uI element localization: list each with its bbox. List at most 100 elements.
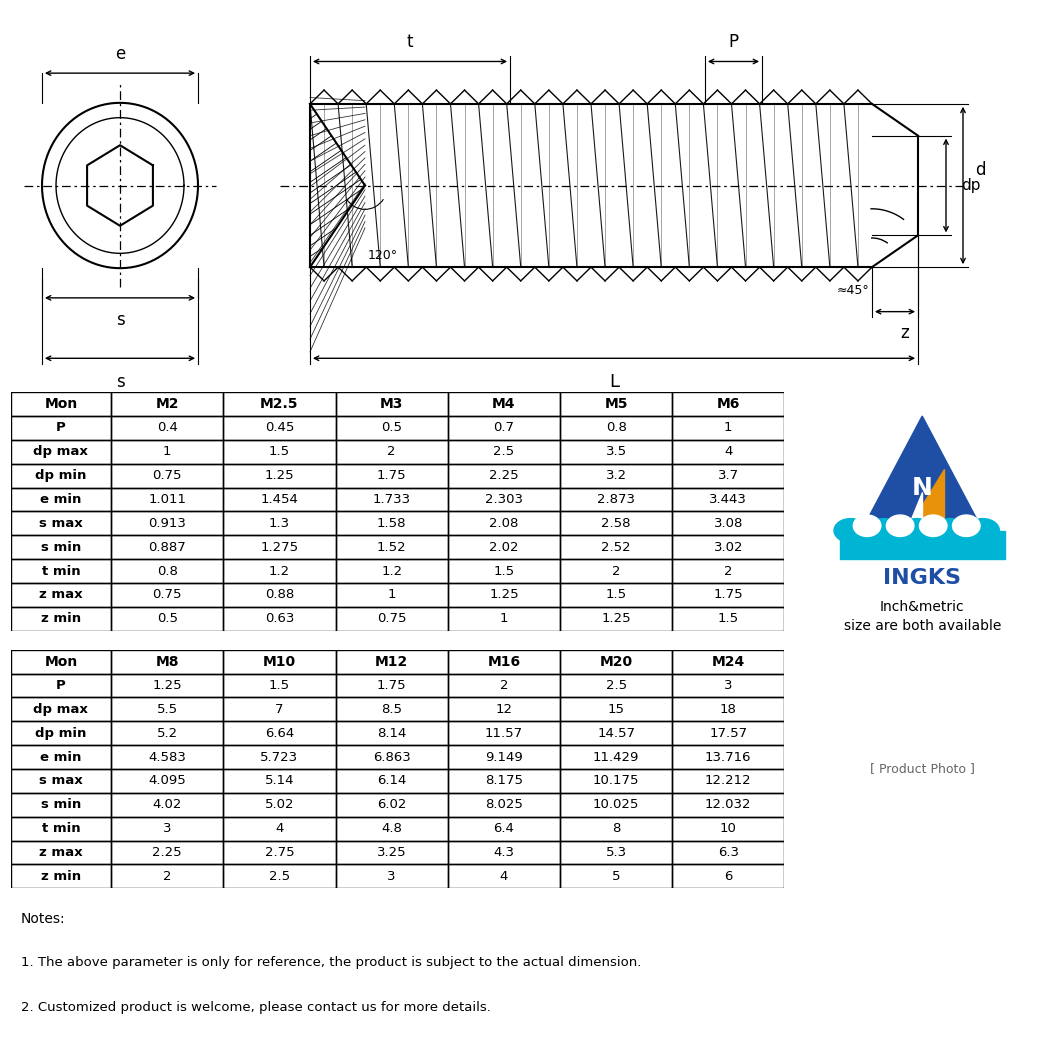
- Bar: [560, 721, 672, 745]
- Bar: [672, 793, 784, 816]
- Text: 1.75: 1.75: [713, 588, 743, 601]
- Bar: [447, 793, 560, 816]
- Bar: [11, 583, 111, 606]
- Text: 9.149: 9.149: [485, 750, 523, 763]
- Text: 12.032: 12.032: [705, 798, 752, 811]
- Ellipse shape: [953, 515, 981, 536]
- Ellipse shape: [933, 518, 967, 543]
- Bar: [336, 583, 447, 606]
- Bar: [560, 770, 672, 793]
- Polygon shape: [862, 417, 983, 530]
- Bar: [11, 721, 111, 745]
- Bar: [111, 583, 224, 606]
- Bar: [224, 606, 336, 631]
- Text: 4.02: 4.02: [153, 798, 182, 811]
- Text: 11.429: 11.429: [593, 750, 639, 763]
- Bar: [336, 488, 447, 512]
- Text: dp max: dp max: [34, 703, 88, 716]
- Bar: [336, 440, 447, 464]
- Bar: [672, 816, 784, 841]
- Text: 8.175: 8.175: [484, 775, 523, 788]
- Bar: [224, 674, 336, 697]
- Text: 3.5: 3.5: [605, 445, 626, 458]
- Bar: [447, 841, 560, 865]
- Bar: [560, 650, 672, 674]
- Bar: [111, 560, 224, 583]
- Bar: [447, 560, 560, 583]
- Text: 4: 4: [499, 870, 508, 883]
- Bar: [672, 535, 784, 560]
- Bar: [111, 674, 224, 697]
- Text: t: t: [407, 33, 413, 51]
- Text: 1.58: 1.58: [377, 517, 406, 530]
- Bar: [560, 464, 672, 488]
- Text: 2: 2: [724, 565, 732, 578]
- Text: dp min: dp min: [35, 470, 87, 482]
- Bar: [672, 650, 784, 674]
- Text: 1: 1: [388, 588, 396, 601]
- Text: 14.57: 14.57: [597, 727, 635, 740]
- Bar: [336, 417, 447, 440]
- Bar: [336, 606, 447, 631]
- Bar: [672, 841, 784, 865]
- Bar: [224, 816, 336, 841]
- Polygon shape: [840, 530, 1005, 560]
- Text: 1.5: 1.5: [269, 679, 290, 692]
- Text: 1.75: 1.75: [377, 679, 406, 692]
- Bar: [447, 674, 560, 697]
- Text: 5.723: 5.723: [261, 750, 299, 763]
- Bar: [111, 865, 224, 888]
- Text: M20: M20: [600, 655, 633, 669]
- Text: dp max: dp max: [34, 445, 88, 458]
- Text: 8.025: 8.025: [485, 798, 523, 811]
- Bar: [111, 440, 224, 464]
- Text: 3.2: 3.2: [605, 470, 626, 482]
- Text: N: N: [912, 476, 933, 499]
- Text: s: s: [116, 311, 124, 329]
- Text: M10: M10: [263, 655, 296, 669]
- Bar: [336, 464, 447, 488]
- Text: 2.25: 2.25: [153, 846, 182, 859]
- Ellipse shape: [853, 515, 881, 536]
- Bar: [224, 512, 336, 535]
- Text: 8: 8: [612, 823, 620, 835]
- Bar: [336, 392, 447, 417]
- Text: 2.08: 2.08: [490, 517, 518, 530]
- Bar: [560, 697, 672, 721]
- Text: 6: 6: [724, 870, 732, 883]
- Bar: [111, 793, 224, 816]
- Text: 1: 1: [163, 445, 172, 458]
- Text: e min: e min: [40, 750, 82, 763]
- Bar: [224, 560, 336, 583]
- Text: 1.5: 1.5: [718, 613, 739, 625]
- Bar: [11, 674, 111, 697]
- Bar: [111, 512, 224, 535]
- Text: d: d: [975, 161, 986, 178]
- Text: e: e: [114, 45, 125, 63]
- Bar: [224, 464, 336, 488]
- Ellipse shape: [919, 515, 947, 536]
- Text: size are both available: size are both available: [844, 619, 1001, 633]
- Text: M8: M8: [156, 655, 179, 669]
- Bar: [224, 697, 336, 721]
- Bar: [447, 745, 560, 770]
- Bar: [672, 606, 784, 631]
- Text: 0.4: 0.4: [157, 422, 178, 435]
- Bar: [224, 488, 336, 512]
- Bar: [224, 793, 336, 816]
- Bar: [11, 841, 111, 865]
- Ellipse shape: [834, 518, 867, 543]
- Bar: [672, 464, 784, 488]
- Bar: [336, 560, 447, 583]
- Bar: [111, 392, 224, 417]
- Text: 0.913: 0.913: [148, 517, 187, 530]
- Bar: [672, 745, 784, 770]
- Bar: [447, 392, 560, 417]
- Text: M3: M3: [379, 398, 404, 411]
- Bar: [111, 417, 224, 440]
- Bar: [11, 440, 111, 464]
- Bar: [336, 512, 447, 535]
- Bar: [11, 464, 111, 488]
- Bar: [560, 535, 672, 560]
- Text: z max: z max: [39, 846, 83, 859]
